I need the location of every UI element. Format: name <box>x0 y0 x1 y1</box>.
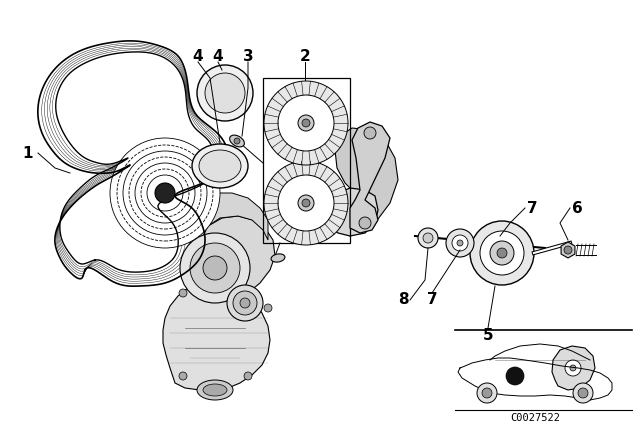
Circle shape <box>302 199 310 207</box>
Ellipse shape <box>230 135 244 147</box>
Circle shape <box>233 291 257 315</box>
Text: 4: 4 <box>193 48 204 64</box>
Circle shape <box>264 81 348 165</box>
Circle shape <box>123 151 207 235</box>
Circle shape <box>506 367 524 385</box>
Polygon shape <box>38 41 228 286</box>
Circle shape <box>423 233 433 243</box>
Circle shape <box>203 256 227 280</box>
Circle shape <box>141 169 189 217</box>
Circle shape <box>179 372 187 380</box>
Ellipse shape <box>197 380 233 400</box>
Circle shape <box>480 231 524 275</box>
Circle shape <box>244 372 252 380</box>
Circle shape <box>129 157 201 229</box>
Circle shape <box>117 145 213 241</box>
Polygon shape <box>335 128 398 236</box>
Circle shape <box>278 175 334 231</box>
Ellipse shape <box>203 384 227 396</box>
Text: C0027522: C0027522 <box>510 413 560 423</box>
Circle shape <box>578 388 588 398</box>
Bar <box>263 78 350 243</box>
Circle shape <box>452 235 468 251</box>
Circle shape <box>234 138 240 144</box>
Polygon shape <box>195 216 275 300</box>
Polygon shape <box>561 242 575 258</box>
Circle shape <box>264 304 272 312</box>
Circle shape <box>179 289 187 297</box>
Circle shape <box>298 195 314 211</box>
Text: 6: 6 <box>572 201 582 215</box>
Circle shape <box>446 229 474 257</box>
Text: 5: 5 <box>483 328 493 344</box>
Circle shape <box>364 127 376 139</box>
Circle shape <box>359 217 371 229</box>
Text: 4: 4 <box>212 48 223 64</box>
Polygon shape <box>350 122 390 233</box>
Circle shape <box>190 243 240 293</box>
Circle shape <box>565 360 581 376</box>
Circle shape <box>482 388 492 398</box>
Circle shape <box>135 163 195 223</box>
Circle shape <box>278 95 334 151</box>
Circle shape <box>418 228 438 248</box>
Ellipse shape <box>199 150 241 182</box>
Text: 8: 8 <box>397 293 408 307</box>
Polygon shape <box>328 188 378 236</box>
Text: 1: 1 <box>23 146 33 160</box>
Circle shape <box>490 241 514 265</box>
Polygon shape <box>163 280 270 390</box>
Circle shape <box>197 65 253 121</box>
Circle shape <box>302 119 310 127</box>
Text: 3: 3 <box>243 48 253 64</box>
Text: 7: 7 <box>527 201 538 215</box>
Circle shape <box>573 383 593 403</box>
Circle shape <box>470 221 534 285</box>
Circle shape <box>240 298 250 308</box>
Ellipse shape <box>192 144 248 188</box>
Text: 2: 2 <box>300 48 310 64</box>
Circle shape <box>497 248 507 258</box>
Circle shape <box>477 383 497 403</box>
Circle shape <box>264 161 348 245</box>
Ellipse shape <box>271 254 285 262</box>
Circle shape <box>457 240 463 246</box>
Polygon shape <box>185 193 268 253</box>
Circle shape <box>180 233 250 303</box>
Circle shape <box>570 365 576 371</box>
Polygon shape <box>552 346 595 390</box>
Circle shape <box>155 183 175 203</box>
Circle shape <box>205 73 245 113</box>
Circle shape <box>227 285 263 321</box>
Circle shape <box>564 246 572 254</box>
Circle shape <box>147 175 183 211</box>
Circle shape <box>110 138 220 248</box>
Text: 7: 7 <box>427 293 437 307</box>
Polygon shape <box>56 52 215 272</box>
Circle shape <box>298 115 314 131</box>
